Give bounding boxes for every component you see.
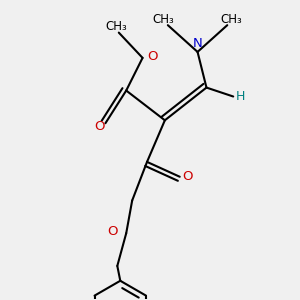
- Text: N: N: [193, 38, 202, 50]
- Text: O: O: [182, 170, 192, 183]
- Text: CH₃: CH₃: [221, 13, 243, 26]
- Text: CH₃: CH₃: [152, 13, 174, 26]
- Text: O: O: [147, 50, 158, 63]
- Text: CH₃: CH₃: [105, 20, 127, 33]
- Text: O: O: [94, 120, 105, 133]
- Text: H: H: [236, 90, 245, 103]
- Text: O: O: [107, 225, 117, 238]
